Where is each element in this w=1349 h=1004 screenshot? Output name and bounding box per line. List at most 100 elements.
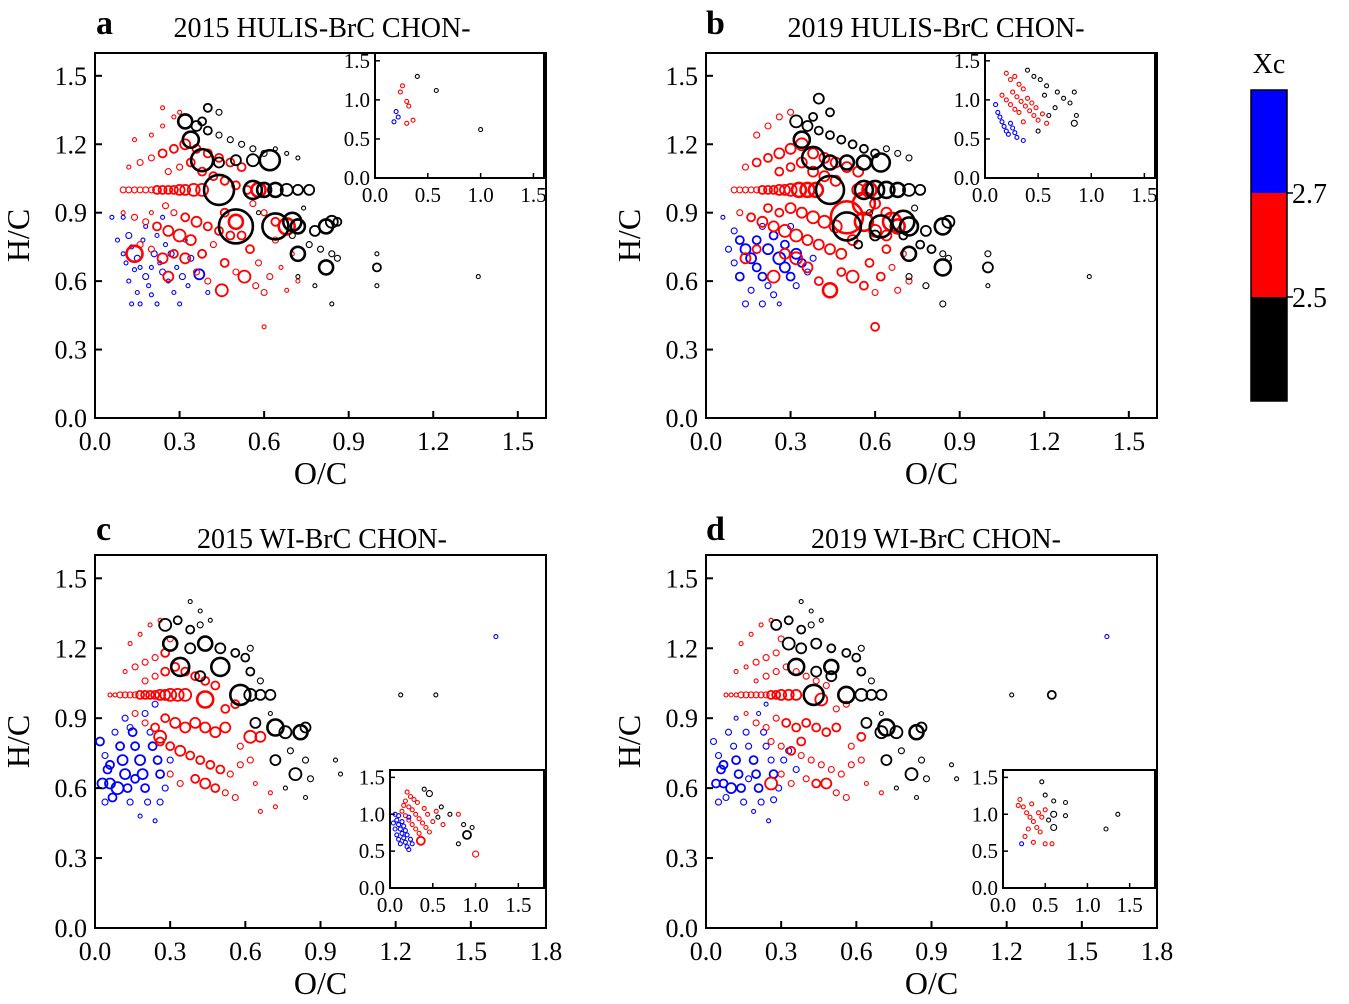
- x-axis-label: O/C: [905, 455, 958, 491]
- data-point: [165, 741, 176, 752]
- data-point: [745, 775, 753, 783]
- inset-point: [997, 114, 1003, 120]
- data-point: [121, 714, 129, 722]
- y-tick-label: 0.9: [55, 704, 88, 733]
- inset-point: [1035, 810, 1042, 816]
- data-point: [162, 270, 175, 283]
- data-point: [131, 137, 138, 143]
- data-point: [752, 719, 760, 727]
- data-point: [773, 147, 786, 160]
- data-point: [207, 617, 213, 623]
- data-point: [808, 112, 818, 122]
- x-tick-label: 0.6: [248, 427, 281, 456]
- inset-x-tick-label: 1.5: [1117, 893, 1143, 917]
- inset-point: [401, 802, 407, 808]
- inset-point: [1042, 841, 1048, 847]
- data-point: [107, 692, 113, 698]
- inset-point: [396, 813, 402, 819]
- inset-point: [411, 796, 417, 803]
- data-point: [792, 282, 800, 290]
- inset-point: [399, 83, 406, 89]
- inset-point: [1035, 117, 1041, 123]
- data-point: [751, 769, 761, 779]
- inset-y-tick-label: 0.5: [954, 127, 980, 151]
- data-point: [147, 245, 155, 253]
- data-point: [922, 775, 931, 783]
- data-point: [214, 152, 224, 163]
- data-point: [756, 710, 762, 717]
- colorbar-segment-middle: [1251, 193, 1287, 297]
- inset-point: [414, 73, 420, 79]
- data-point: [855, 154, 873, 171]
- y-tick-label: 1.2: [55, 634, 88, 663]
- inset-point: [469, 824, 475, 831]
- data-point: [813, 276, 824, 287]
- inset-point: [1001, 123, 1007, 129]
- data-point: [801, 234, 814, 247]
- x-tick-label: 0.6: [840, 937, 873, 966]
- data-point: [792, 765, 800, 774]
- panel-c: 0.0 0.3 0.6 0.9 1.2 1.5 1.8 0.0 0.3 0.6 0.9 1.2 1.5 O…: [0, 511, 562, 1001]
- data-point: [245, 153, 260, 168]
- data-point: [195, 755, 206, 765]
- data-point: [178, 688, 193, 702]
- data-point: [787, 779, 795, 788]
- data-point: [911, 204, 919, 212]
- data-point: [864, 179, 886, 201]
- inset-point: [1025, 826, 1031, 832]
- data-point: [176, 113, 194, 130]
- data-point: [96, 777, 109, 790]
- data-point: [229, 154, 242, 167]
- y-tick-label: 1.2: [666, 130, 699, 159]
- data-point: [725, 782, 737, 794]
- data-point: [219, 257, 230, 268]
- data-point: [763, 152, 773, 163]
- data-point: [141, 677, 149, 685]
- data-point: [114, 237, 121, 243]
- inset-point: [1007, 102, 1014, 108]
- data-point: [853, 211, 875, 233]
- inset-point: [425, 790, 433, 798]
- data-point: [767, 220, 780, 233]
- data-point: [295, 155, 301, 161]
- data-point: [371, 262, 382, 273]
- data-point: [723, 692, 729, 698]
- data-point: [161, 784, 169, 792]
- inset-point: [1049, 841, 1055, 847]
- data-point: [125, 231, 133, 240]
- data-point: [120, 251, 126, 257]
- inset-point: [404, 120, 410, 126]
- data-point: [204, 277, 212, 285]
- x-axis-label: O/C: [294, 455, 347, 491]
- inset-point: [1062, 813, 1069, 819]
- x-tick-label: 1.5: [1066, 937, 1099, 966]
- data-point: [141, 719, 149, 727]
- data-point: [174, 744, 187, 757]
- inset-point: [1024, 67, 1031, 73]
- data-point: [877, 180, 896, 200]
- data-point: [131, 267, 138, 273]
- inset-y-tick-label: 0.0: [954, 166, 980, 190]
- x-tick-label: 1.5: [455, 937, 488, 966]
- data-point: [176, 779, 184, 788]
- data-point: [915, 239, 926, 250]
- data-point: [711, 778, 721, 789]
- data-point: [131, 663, 139, 671]
- data-point: [768, 184, 779, 195]
- inset-point: [416, 830, 422, 836]
- inset-point: [1034, 824, 1040, 831]
- data-point: [278, 264, 284, 270]
- data-point: [757, 184, 768, 195]
- data-point: [246, 756, 254, 764]
- data-point: [762, 654, 770, 662]
- inset-point: [402, 798, 408, 804]
- inset-y-tick-label: 1.5: [954, 49, 980, 73]
- inset-point: [1042, 807, 1048, 813]
- data-point: [825, 670, 838, 683]
- inset-point: [392, 826, 398, 832]
- data-point: [493, 634, 499, 640]
- data-point: [254, 730, 267, 743]
- inset-point: [1030, 839, 1036, 845]
- data-point: [766, 269, 781, 284]
- data-point: [151, 654, 159, 662]
